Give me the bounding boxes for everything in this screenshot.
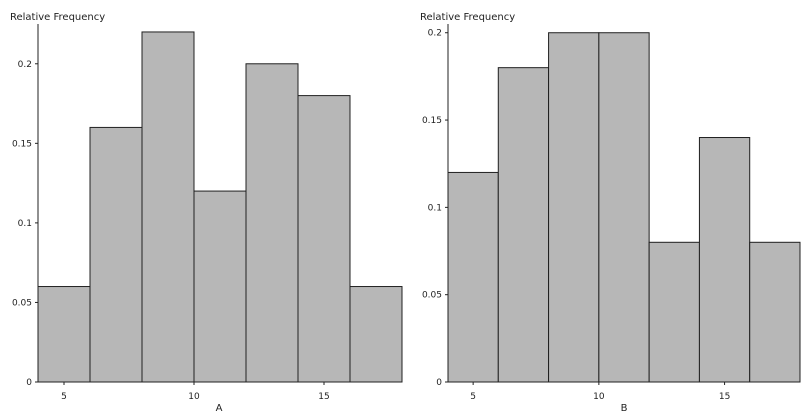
chart-b-xtick-label-1: 5 <box>470 392 476 402</box>
chart-a-bar-3 <box>141 31 195 383</box>
chart-b-xtick-label-2: 10 <box>593 392 605 402</box>
ylabel-chart-b: Relative Frequency <box>420 12 515 23</box>
chart-a-bar-2 <box>89 126 143 383</box>
bars-chart-a <box>37 31 403 383</box>
chart-b-ytick-label-4: 0.15 <box>422 116 442 126</box>
chart-b-xtick-label-3: 15 <box>719 392 730 402</box>
chart-b-bar-4 <box>598 32 650 383</box>
chart-b-bar-7 <box>749 241 801 383</box>
chart-a: Relative Frequency 0 0.05 0.1 0.15 0.2 5 10 15… <box>10 12 403 414</box>
chart-b-bar-1 <box>447 171 499 383</box>
chart-b-ytick-label-3: 0.1 <box>428 203 442 213</box>
chart-a-bar-6 <box>297 95 351 383</box>
chart-a-ytick-label-3: 0.1 <box>18 219 32 229</box>
xlabel-chart-a: A <box>216 403 223 414</box>
chart-a-bar-1 <box>37 286 91 383</box>
chart-b-bar-6 <box>698 137 751 383</box>
chart-a-bar-5 <box>245 63 299 383</box>
chart-a-ytick-label-1: 0 <box>26 378 32 388</box>
ylabel-chart-a: Relative Frequency <box>10 12 105 23</box>
chart-a-ytick-label-2: 0.05 <box>12 298 32 308</box>
chart-b: Relative Frequency 0 0.05 0.1 0.15 0.2 5 10 15… <box>420 12 801 414</box>
chart-a-bar-4 <box>193 190 247 383</box>
chart-b-ytick-label-1: 0 <box>436 378 442 388</box>
chart-a-xtick-label-1: 5 <box>61 392 67 402</box>
chart-a-bar-7 <box>349 286 403 383</box>
chart-a-ytick-label-4: 0.15 <box>12 139 32 149</box>
chart-b-bar-3 <box>548 32 600 383</box>
xticks-chart-a: 5 10 15 <box>61 382 330 402</box>
chart-b-bar-2 <box>497 67 550 383</box>
chart-b-ytick-label-2: 0.05 <box>422 291 442 301</box>
yticks-chart-b: 0 0.05 0.1 0.15 0.2 <box>422 29 448 388</box>
xlabel-chart-b: B <box>621 403 628 414</box>
bars-chart-b <box>447 32 801 383</box>
chart-b-bar-5 <box>648 241 700 383</box>
yticks-chart-a: 0 0.05 0.1 0.15 0.2 <box>12 60 38 388</box>
chart-a-ytick-label-5: 0.2 <box>18 60 32 70</box>
chart-b-ytick-label-5: 0.2 <box>428 29 442 39</box>
xticks-chart-b: 5 10 15 <box>470 382 730 402</box>
chart-a-xtick-label-2: 10 <box>188 392 200 402</box>
chart-a-xtick-label-3: 15 <box>318 392 329 402</box>
